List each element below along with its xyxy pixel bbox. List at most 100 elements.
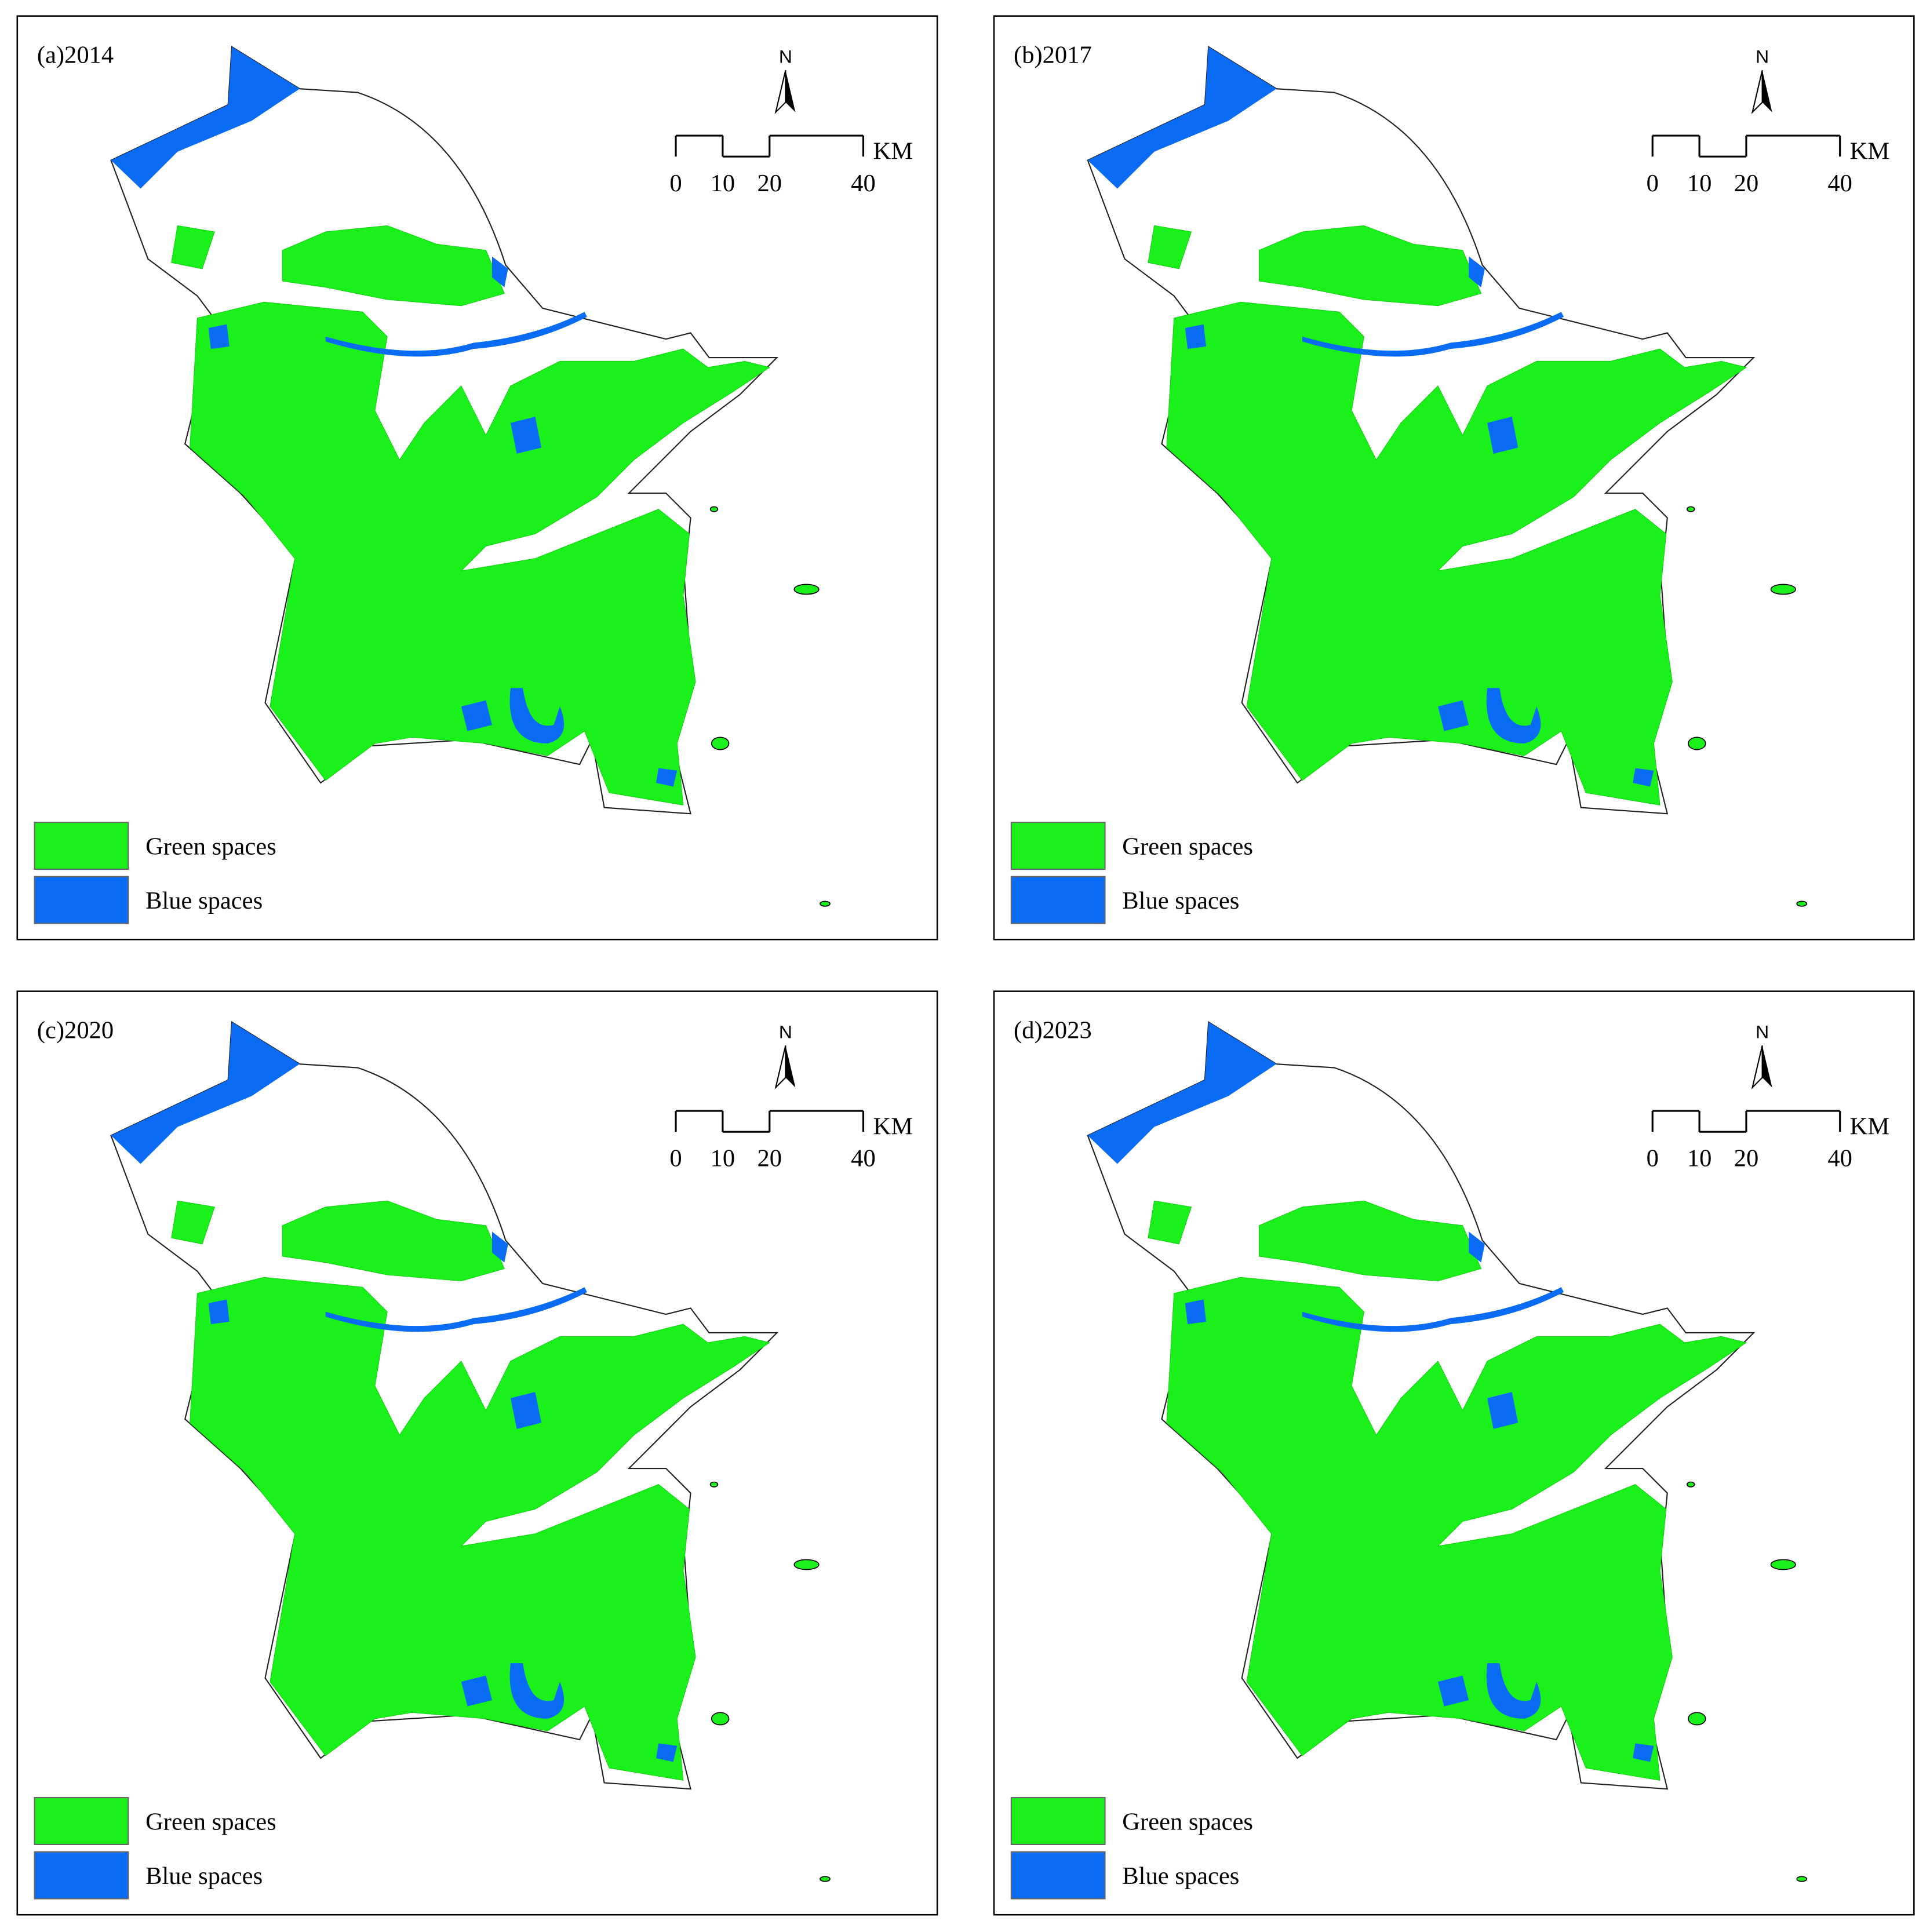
- scale-bar: [676, 1110, 864, 1133]
- panel-title: (d)2023: [1014, 1016, 1092, 1044]
- scale-label: 10: [1687, 170, 1712, 197]
- island: [1686, 1481, 1695, 1488]
- island: [1796, 901, 1808, 907]
- island: [793, 1559, 820, 1570]
- green-space: [1258, 1200, 1482, 1282]
- island: [820, 901, 831, 907]
- blue-space: [1487, 1392, 1518, 1429]
- scale-label: 40: [851, 170, 876, 197]
- island: [709, 1481, 719, 1488]
- blue-space: [325, 312, 587, 357]
- blue-space: [656, 1743, 678, 1762]
- map-panel: (b)2017 N 0 10 20 40 KM Green spaces Blue spaces: [993, 15, 1915, 941]
- panel-title: (c)2020: [37, 1016, 114, 1044]
- scale-bar: [1652, 1110, 1840, 1133]
- blue-space: [208, 1299, 230, 1325]
- green-space: [1166, 1277, 1747, 1781]
- blue-space: [1469, 1231, 1485, 1263]
- blue-space: [1302, 312, 1564, 357]
- north-label: N: [1756, 46, 1769, 67]
- green-space: [171, 1200, 215, 1245]
- blue-space: [461, 1675, 492, 1707]
- blue-space: [491, 256, 508, 287]
- island: [1688, 737, 1706, 750]
- scale-label: 0: [669, 170, 682, 197]
- green-space: [282, 225, 505, 307]
- blue-space: [1633, 768, 1654, 787]
- blue-space: [1438, 1675, 1469, 1707]
- panel-title: (b)2017: [1014, 42, 1092, 69]
- map-panel: (a)2014 N 0 10 20 40 KM Green spaces Blue spaces: [16, 15, 938, 941]
- sea-area: [1087, 46, 1277, 189]
- legend-swatch: [1010, 876, 1106, 924]
- blue-space: [461, 700, 492, 731]
- north-arrow-half: [1762, 70, 1772, 112]
- blue-space: [325, 1287, 587, 1332]
- sea-area: [111, 46, 300, 189]
- legend-label: Blue spaces: [1122, 887, 1239, 914]
- blue-space: [1486, 688, 1541, 743]
- scale-label: 0: [669, 1145, 682, 1172]
- legend-label: Green spaces: [1122, 833, 1253, 860]
- island: [709, 506, 719, 512]
- legend-swatch: [1010, 1851, 1106, 1900]
- legend-label: Green spaces: [145, 1808, 276, 1835]
- scale-label: 20: [1734, 170, 1759, 197]
- island: [1686, 506, 1695, 512]
- legend-label: Blue spaces: [145, 1862, 263, 1890]
- blue-space: [656, 768, 678, 787]
- scale-label: 20: [1734, 1145, 1759, 1172]
- map-panel: (d)2023 N 0 10 20 40 KM Green spaces Blue spaces: [993, 990, 1915, 1916]
- scale-label: 10: [711, 170, 735, 197]
- scale-bar: [1652, 134, 1840, 158]
- green-space: [1166, 301, 1747, 805]
- legend-label: Blue spaces: [1122, 1862, 1239, 1890]
- island: [1770, 1559, 1796, 1570]
- blue-space: [491, 1231, 508, 1263]
- green-space: [190, 1277, 771, 1781]
- island: [820, 1876, 831, 1882]
- scale-unit: KM: [1850, 137, 1890, 165]
- north-label: N: [1756, 1021, 1769, 1042]
- scale-label: 0: [1647, 1145, 1659, 1172]
- north-label: N: [779, 46, 792, 67]
- scale-unit: KM: [873, 137, 913, 165]
- green-space: [190, 301, 771, 805]
- blue-space: [208, 324, 230, 349]
- blue-space: [1185, 1299, 1206, 1325]
- island: [793, 584, 820, 595]
- north-label: N: [779, 1021, 792, 1042]
- sea-area: [1087, 1022, 1277, 1164]
- north-arrow-half: [785, 70, 796, 112]
- scale-bar: [676, 134, 864, 158]
- island: [711, 1712, 730, 1726]
- legend-swatch: [1010, 822, 1106, 870]
- scale-label: 10: [711, 1145, 735, 1172]
- legend-swatch: [34, 822, 129, 870]
- north-arrow-half: [1762, 1045, 1772, 1088]
- scale-unit: KM: [873, 1113, 913, 1140]
- scale-label: 0: [1647, 170, 1659, 197]
- scale-label: 40: [1827, 170, 1852, 197]
- scale-label: 40: [1827, 1145, 1852, 1172]
- legend-swatch: [34, 1797, 129, 1846]
- scale-label: 40: [851, 1145, 876, 1172]
- blue-space: [1302, 1287, 1564, 1332]
- legend-swatch: [1010, 1797, 1106, 1846]
- map-panel: (c)2020 N 0 10 20 40 KM Green spaces Blue spaces: [16, 990, 938, 1916]
- scale-unit: KM: [1850, 1113, 1890, 1140]
- green-space: [1148, 225, 1192, 269]
- green-space: [171, 225, 215, 269]
- panel-title: (a)2014: [37, 42, 114, 69]
- island: [711, 737, 730, 750]
- legend-label: Green spaces: [145, 833, 276, 860]
- blue-space: [509, 1663, 565, 1719]
- scale-label: 10: [1687, 1145, 1712, 1172]
- green-space: [1148, 1200, 1192, 1245]
- green-space: [1258, 225, 1482, 307]
- blue-space: [509, 688, 565, 743]
- legend-swatch: [34, 876, 129, 924]
- blue-space: [1438, 700, 1469, 731]
- blue-space: [510, 1392, 542, 1429]
- blue-space: [510, 417, 542, 454]
